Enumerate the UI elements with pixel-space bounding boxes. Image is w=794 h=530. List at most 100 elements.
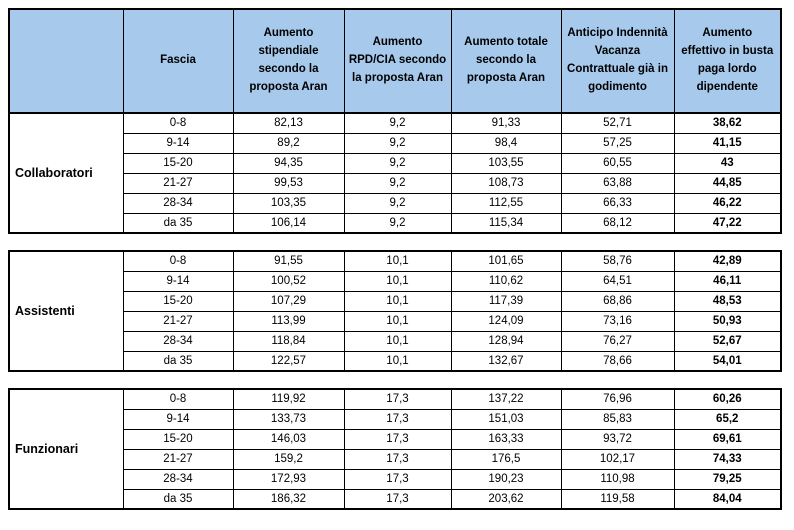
value-cell: 82,13: [232, 112, 345, 134]
value-cell: 186,32: [232, 488, 345, 510]
value-cell: 43: [673, 152, 782, 174]
value-cell: 60,55: [560, 152, 675, 174]
value-cell: 17,3: [343, 488, 452, 510]
value-cell: 73,16: [560, 310, 675, 332]
value-cell: 76,27: [560, 330, 675, 352]
header-cell-aumento-rpd-cia: Aumento RPD/CIA secondo la proposta Aran: [343, 8, 452, 114]
value-cell: 106,14: [232, 212, 345, 234]
header-cell-aumento-stipendiale: Aumento stipendiale secondo la proposta …: [232, 8, 345, 114]
fascia-cell: 0-8: [122, 388, 234, 410]
table-row: da 35 186,32 17,3 203,62 119,58 84,04: [9, 488, 782, 510]
table-row: da 35 122,57 10,1 132,67 78,66 54,01: [9, 350, 782, 372]
group-label: Collaboratori: [8, 112, 124, 234]
value-cell: 10,1: [343, 290, 452, 312]
fascia-cell: da 35: [122, 488, 234, 510]
group-label: Funzionari: [8, 388, 124, 510]
value-cell: 98,4: [450, 132, 562, 154]
value-cell: 9,2: [343, 212, 452, 234]
value-cell: 119,58: [560, 488, 675, 510]
value-cell: 115,34: [450, 212, 562, 234]
value-cell: 9,2: [343, 192, 452, 214]
fascia-cell: 21-27: [122, 448, 234, 470]
value-cell: 110,62: [450, 270, 562, 292]
value-cell: 17,3: [343, 448, 452, 470]
value-cell: 57,25: [560, 132, 675, 154]
value-cell: 38,62: [673, 112, 782, 134]
value-cell: 74,33: [673, 448, 782, 470]
fascia-cell: 28-34: [122, 468, 234, 490]
table-row: 28-34 118,84 10,1 128,94 76,27 52,67: [9, 330, 782, 352]
value-cell: 79,25: [673, 468, 782, 490]
table-funzionari: Funzionari 0-8 119,92 17,3 137,22 76,96 60,26 9…: [8, 388, 782, 510]
table-row: Assistenti 0-8 91,55 10,1 101,65 58,76 42,89: [8, 250, 782, 372]
fascia-cell: 15-20: [122, 152, 234, 174]
group-body-collaboratori: Collaboratori 0-8 82,13 9,2 91,33 52,71 38,62 9…: [8, 112, 782, 234]
value-cell: 76,96: [560, 388, 675, 410]
value-cell: 159,2: [232, 448, 345, 470]
fascia-cell: 0-8: [122, 112, 234, 134]
value-cell: 9,2: [343, 172, 452, 194]
value-cell: 110,98: [560, 468, 675, 490]
value-cell: 112,55: [450, 192, 562, 214]
table-row: 21-27 159,2 17,3 176,5 102,17 74,33: [9, 448, 782, 470]
fascia-cell: 15-20: [122, 290, 234, 312]
header-cell-empty: [8, 8, 124, 114]
fascia-cell: 21-27: [122, 172, 234, 194]
value-cell: 63,88: [560, 172, 675, 194]
value-cell: 52,67: [673, 330, 782, 352]
value-cell: 176,5: [450, 448, 562, 470]
value-cell: 17,3: [343, 388, 452, 410]
group-body-funzionari: Funzionari 0-8 119,92 17,3 137,22 76,96 60,26 9…: [8, 388, 782, 510]
value-cell: 66,33: [560, 192, 675, 214]
fascia-cell: da 35: [122, 350, 234, 372]
value-cell: 151,03: [450, 408, 562, 430]
value-cell: 203,62: [450, 488, 562, 510]
value-cell: 46,11: [673, 270, 782, 292]
value-cell: 146,03: [232, 428, 345, 450]
value-cell: 133,73: [232, 408, 345, 430]
value-cell: 52,71: [560, 112, 675, 134]
value-cell: 17,3: [343, 408, 452, 430]
table-row: 9-14 133,73 17,3 151,03 85,83 65,2: [9, 408, 782, 430]
table-row: 28-34 172,93 17,3 190,23 110,98 79,25: [9, 468, 782, 490]
value-cell: 9,2: [343, 112, 452, 134]
value-cell: 47,22: [673, 212, 782, 234]
header-cell-anticipo-ivc: Anticipo Indennità Vacanza Contrattuale …: [560, 8, 675, 114]
table-row: 21-27 99,53 9,2 108,73 63,88 44,85: [9, 172, 782, 194]
value-cell: 58,76: [560, 250, 675, 272]
fascia-cell: 21-27: [122, 310, 234, 332]
table-row: 15-20 107,29 10,1 117,39 68,86 48,53: [9, 290, 782, 312]
value-cell: 78,66: [560, 350, 675, 372]
value-cell: 85,83: [560, 408, 675, 430]
value-cell: 54,01: [673, 350, 782, 372]
fascia-cell: 9-14: [122, 132, 234, 154]
value-cell: 9,2: [343, 132, 452, 154]
value-cell: 42,89: [673, 250, 782, 272]
value-cell: 172,93: [232, 468, 345, 490]
value-cell: 17,3: [343, 428, 452, 450]
value-cell: 10,1: [343, 270, 452, 292]
value-cell: 102,17: [560, 448, 675, 470]
value-cell: 50,93: [673, 310, 782, 332]
value-cell: 65,2: [673, 408, 782, 430]
value-cell: 48,53: [673, 290, 782, 312]
value-cell: 103,35: [232, 192, 345, 214]
value-cell: 190,23: [450, 468, 562, 490]
value-cell: 93,72: [560, 428, 675, 450]
table-collaboratori: Fascia Aumento stipendiale secondo la pr…: [8, 8, 782, 234]
table-row: 21-27 113,99 10,1 124,09 73,16 50,93: [9, 310, 782, 332]
value-cell: 100,52: [232, 270, 345, 292]
value-cell: 69,61: [673, 428, 782, 450]
table-row: Collaboratori 0-8 82,13 9,2 91,33 52,71 38,62: [8, 112, 782, 234]
value-cell: 10,1: [343, 350, 452, 372]
table-assistenti: Assistenti 0-8 91,55 10,1 101,65 58,76 42,89 9-…: [8, 250, 782, 372]
value-cell: 122,57: [232, 350, 345, 372]
value-cell: 118,84: [232, 330, 345, 352]
value-cell: 89,2: [232, 132, 345, 154]
value-cell: 84,04: [673, 488, 782, 510]
value-cell: 132,67: [450, 350, 562, 372]
fascia-cell: 15-20: [122, 428, 234, 450]
value-cell: 10,1: [343, 250, 452, 272]
header-cell-fascia: Fascia: [122, 8, 234, 114]
value-cell: 108,73: [450, 172, 562, 194]
